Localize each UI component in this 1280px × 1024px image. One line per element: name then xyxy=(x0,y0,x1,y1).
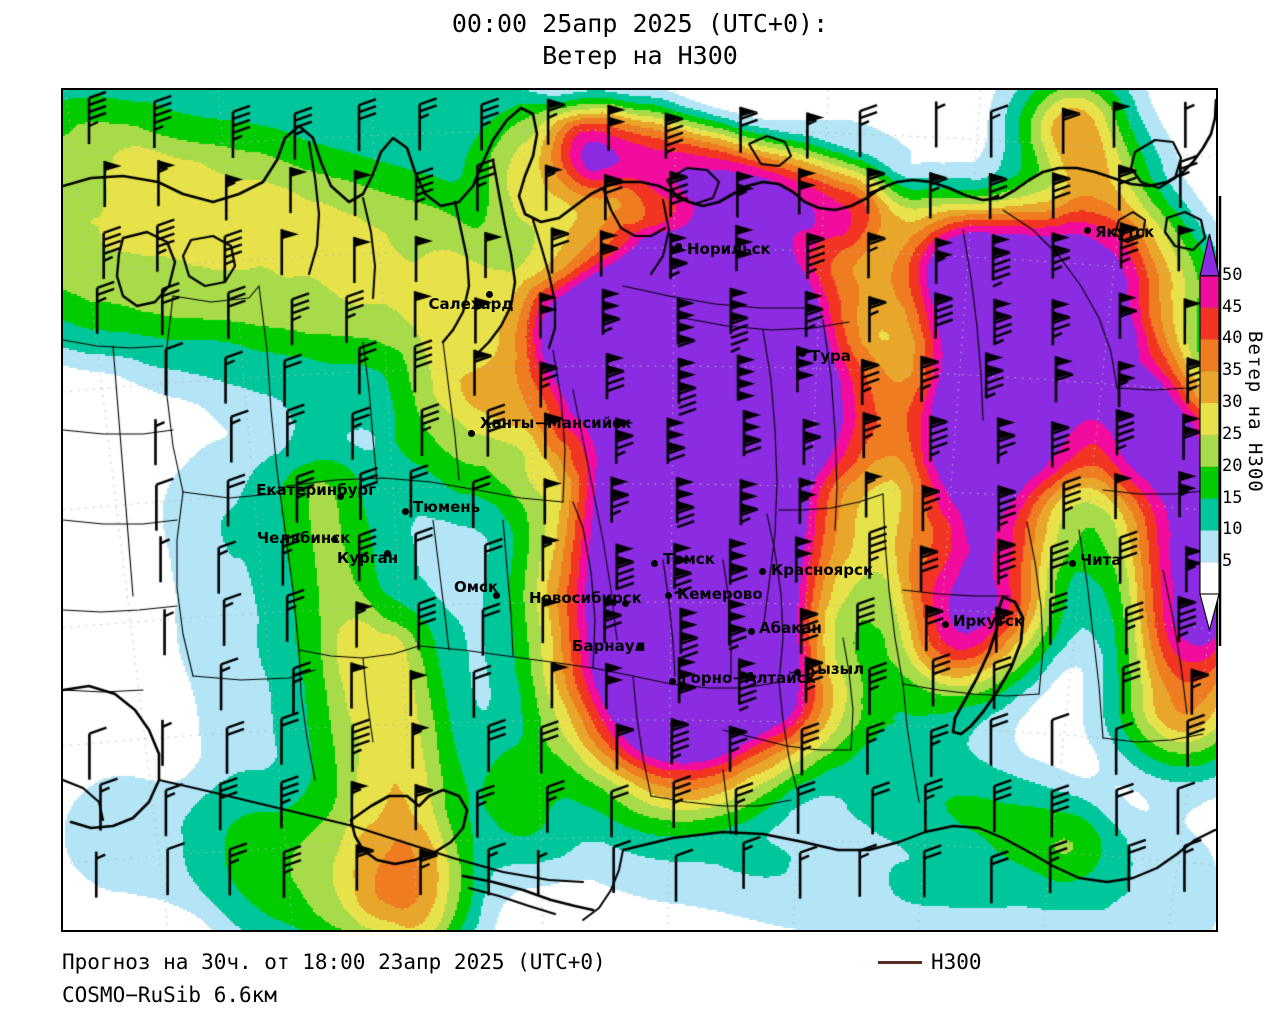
city-label-0: Салехард xyxy=(428,295,514,313)
city-label-4: Ханты−Мансийск xyxy=(480,414,632,432)
city-label-18: Иркутск xyxy=(953,612,1025,630)
city-label-5: Екатеринбург xyxy=(256,481,376,499)
city-dot-5 xyxy=(337,493,344,500)
city-label-12: Кемерово xyxy=(677,585,763,603)
colorbar-axis-label: Ветер на H300 xyxy=(1244,331,1266,493)
chart-title-variable: Ветер на H300 xyxy=(542,41,738,70)
city-dot-13 xyxy=(759,568,766,575)
city-dot-15 xyxy=(636,644,643,651)
city-dot-12 xyxy=(665,592,672,599)
city-dot-7 xyxy=(331,536,338,543)
colorbar: 5 10 15 20 25 30 35 40 45 50 Ветер на H300 xyxy=(1196,196,1280,646)
colorbar-tick-45: 45 xyxy=(1222,296,1243,317)
colorbar-gradient xyxy=(1199,196,1222,646)
city-dot-8 xyxy=(384,550,391,557)
colorbar-tick-50: 50 xyxy=(1222,264,1243,285)
city-dot-19 xyxy=(1069,560,1076,567)
city-dot-11 xyxy=(651,560,658,567)
legend-line-swatch-icon xyxy=(878,960,922,964)
city-label-16: Горно−Алтайск xyxy=(681,669,816,687)
colorbar-tick-15: 15 xyxy=(1222,487,1243,508)
city-dot-9 xyxy=(493,592,500,599)
city-dot-10 xyxy=(622,600,629,607)
city-label-19: Чита xyxy=(1080,551,1122,569)
city-label-10: Новосибирск xyxy=(529,589,642,607)
colorbar-tick-35: 35 xyxy=(1222,360,1243,381)
model-name-text: COSMO−RuSib 6.6км xyxy=(62,983,277,1007)
city-dot-17 xyxy=(794,669,801,676)
colorbar-tick-20: 20 xyxy=(1222,455,1243,476)
colorbar-tick-5: 5 xyxy=(1222,551,1233,572)
city-dot-2 xyxy=(799,350,806,357)
city-dot-6 xyxy=(402,508,409,515)
colorbar-tick-40: 40 xyxy=(1222,328,1243,349)
forecast-info-text: Прогноз на 30ч. от 18:00 23апр 2025 (UTC… xyxy=(62,950,606,974)
city-dot-18 xyxy=(942,621,949,628)
city-dot-4 xyxy=(468,430,475,437)
city-dot-0 xyxy=(486,291,493,298)
colorbar-tick-10: 10 xyxy=(1222,519,1243,540)
city-label-15: Барнаул xyxy=(572,637,646,655)
city-label-3: Якутск xyxy=(1095,223,1155,241)
city-dot-1 xyxy=(675,243,682,250)
city-dot-3 xyxy=(1084,227,1091,234)
city-label-9: Омск xyxy=(454,578,499,596)
chart-title-block: 00:00 25апр 2025 (UTC+0): Ветер на H300 xyxy=(0,8,1280,72)
chart-title-datetime: 00:00 25апр 2025 (UTC+0): xyxy=(451,9,829,38)
city-dot-16 xyxy=(669,678,676,685)
city-label-7: Челябинск xyxy=(257,529,351,547)
city-label-8: Курган xyxy=(337,549,399,567)
city-label-2: Тура xyxy=(810,347,851,365)
city-label-6: Тюмень xyxy=(413,498,481,516)
city-label-14: Абакан xyxy=(759,619,822,637)
city-label-13: Красноярск xyxy=(771,561,874,579)
legend-h300: H300 xyxy=(878,950,982,974)
city-dot-14 xyxy=(748,628,755,635)
city-label-11: Томск xyxy=(663,550,715,568)
colorbar-tick-30: 30 xyxy=(1222,392,1243,413)
wind-speed-field-canvas xyxy=(63,90,1216,930)
colorbar-tick-25: 25 xyxy=(1222,423,1243,444)
city-label-1: Норильск xyxy=(687,240,771,258)
city-label-17: Кызыл xyxy=(805,660,865,678)
legend-h300-label: H300 xyxy=(931,950,982,974)
weather-map-panel[interactable]: Салехард Норильск Тура Якутск Ханты−Мансийск… xyxy=(61,88,1218,932)
